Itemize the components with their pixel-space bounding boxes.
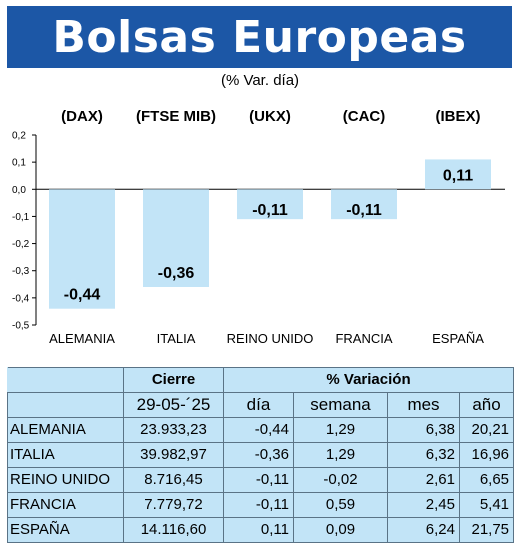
row-semana: 1,29: [293, 442, 388, 468]
bar: [143, 189, 209, 287]
row-anio: 16,96: [458, 442, 515, 468]
row-anio: 21,75: [458, 517, 515, 543]
row-name: REINO UNIDO: [7, 467, 124, 493]
header-variacion: % Variación: [222, 367, 515, 393]
row-anio: 5,41: [458, 492, 515, 518]
row-dia: -0,11: [223, 467, 294, 493]
category-label: FRANCIA: [335, 331, 392, 346]
table-row: ESPAÑA 14.116,60 0,11 0,09 6,24 21,75: [7, 517, 515, 543]
index-label: (IBEX): [436, 108, 481, 125]
row-cierre: 8.716,45: [123, 467, 224, 493]
table-row: FRANCIA 7.779,72 -0,11 0,59 2,45 5,41: [7, 492, 515, 518]
column-dia: día: [223, 392, 294, 418]
value-label: 0,11: [443, 167, 473, 184]
value-label: -0,44: [64, 287, 101, 304]
row-mes: 6,32: [387, 442, 460, 468]
row-name: ESPAÑA: [7, 517, 124, 543]
category-label: ESPAÑA: [432, 331, 484, 346]
subheader-date: 29-05-´25: [123, 392, 224, 418]
row-dia: -0,11: [223, 492, 294, 518]
row-cierre: 14.116,60: [123, 517, 224, 543]
table-subheader-row: 29-05-´25 día semana mes año: [7, 392, 515, 418]
index-label: (DAX): [61, 108, 103, 125]
column-semana: semana: [293, 392, 388, 418]
y-tick-label: -0,1: [12, 212, 30, 223]
row-name: ALEMANIA: [7, 417, 124, 443]
table-row: REINO UNIDO 8.716,45 -0,11 -0,02 2,61 6,…: [7, 467, 515, 493]
row-mes: 2,45: [387, 492, 460, 518]
value-label: -0,36: [158, 265, 195, 282]
row-dia: -0,44: [223, 417, 294, 443]
category-label: ITALIA: [157, 331, 196, 346]
row-semana: 0,09: [293, 517, 388, 543]
table-row: ITALIA 39.982,97 -0,36 1,29 6,32 16,96: [7, 442, 515, 468]
chart-subtitle: (% Var. día): [220, 72, 300, 89]
row-semana: 0,59: [293, 492, 388, 518]
row-mes: 2,61: [387, 467, 460, 493]
row-cierre: 39.982,97: [123, 442, 224, 468]
y-tick-label: 0,2: [12, 131, 26, 142]
row-name: FRANCIA: [7, 492, 124, 518]
row-semana: 1,29: [293, 417, 388, 443]
row-semana: -0,02: [293, 467, 388, 493]
index-label: (CAC): [343, 108, 386, 125]
category-label: ALEMANIA: [49, 331, 115, 346]
row-anio: 6,65: [458, 467, 515, 493]
y-tick-label: -0,5: [12, 321, 30, 332]
bar: [237, 189, 303, 220]
category-label: REINO UNIDO: [227, 331, 314, 346]
y-tick-label: 0,0: [12, 185, 26, 196]
value-label: -0,11: [252, 202, 288, 219]
title-banner: Bolsas Europeas: [7, 6, 512, 68]
column-mes: mes: [387, 392, 460, 418]
bar: [331, 189, 397, 220]
row-cierre: 7.779,72: [123, 492, 224, 518]
index-label: (UKX): [249, 108, 291, 125]
row-mes: 6,24: [387, 517, 460, 543]
column-anio: año: [458, 392, 515, 418]
value-label: -0,11: [346, 202, 382, 219]
bar-chart: (DAX) (FTSE MIB) (UKX) (CAC) (IBEX) 0,2 0,1 0,0…: [12, 108, 505, 346]
y-tick-label: 0,1: [12, 158, 26, 169]
header-cierre: Cierre: [123, 367, 224, 393]
row-anio: 20,21: [458, 417, 515, 443]
table-header-row: Cierre % Variación: [7, 367, 515, 393]
y-tick-label: -0,4: [12, 293, 30, 304]
y-tick-label: -0,3: [12, 266, 30, 277]
subheader-blank: [7, 392, 124, 418]
bar: [425, 159, 491, 190]
table-row: ALEMANIA 23.933,23 -0,44 1,29 6,38 20,21: [7, 417, 515, 443]
chart-title: Bolsas Europeas: [52, 11, 467, 63]
header-blank: [7, 367, 124, 393]
data-table: Cierre % Variación 29-05-´25 día semana …: [7, 367, 515, 543]
row-mes: 6,38: [387, 417, 460, 443]
bar: [49, 189, 115, 309]
row-cierre: 23.933,23: [123, 417, 224, 443]
y-tick-label: -0,2: [12, 239, 30, 250]
row-name: ITALIA: [7, 442, 124, 468]
row-dia: 0,11: [223, 517, 294, 543]
row-dia: -0,36: [223, 442, 294, 468]
index-label: (FTSE MIB): [136, 108, 216, 125]
